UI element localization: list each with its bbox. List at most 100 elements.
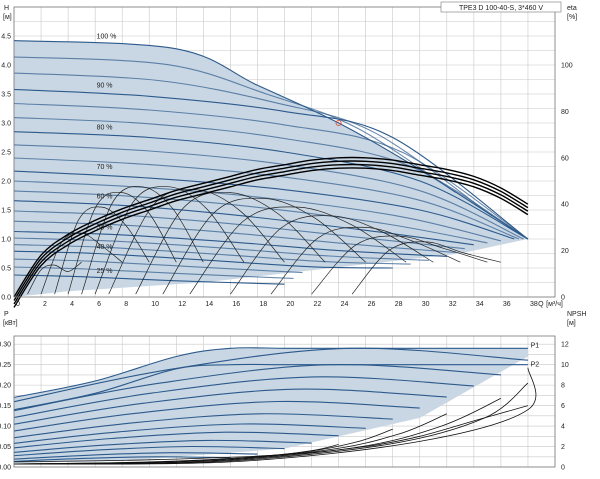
y-tick-label: 2.5 [1, 150, 11, 157]
plot-frame-bottom [13, 335, 556, 468]
speed-label: 80 % [97, 125, 113, 132]
y-tick-label: 3.0 [1, 121, 11, 128]
y-tick-label: 0.0 [1, 295, 11, 302]
y2-tick-label: 60 [561, 155, 569, 162]
y-tick-label: 1.5 [1, 208, 11, 215]
title-box [440, 1, 562, 13]
x-tick-label: 26 [368, 301, 376, 308]
y-tick-label: 0.5 [1, 266, 11, 273]
speed-sub-curve [13, 117, 529, 240]
x-tick-label: 14 [205, 301, 213, 308]
y-tick-label: 0.00 [0, 465, 11, 472]
x-tick-label: 6 [97, 301, 101, 308]
y-axis-unit: [м] [3, 14, 12, 21]
efficiency-curve [13, 163, 529, 305]
y-tick-label: 1.0 [1, 237, 11, 244]
x-tick-label: 18 [259, 301, 267, 308]
power-curve [13, 439, 312, 453]
speed-curve [13, 40, 529, 240]
efficiency-iso-curve [27, 261, 82, 295]
power-curve [13, 452, 258, 460]
x-tick-label: 16 [232, 301, 240, 308]
x-tick-label: 30 [422, 301, 430, 308]
y-tick-label: 0.15 [0, 403, 11, 410]
y2-axis-label: eta [567, 5, 577, 12]
y-tick-label: 0.20 [0, 383, 11, 390]
npsh-curve [13, 367, 537, 465]
y2-tick-label: 4 [561, 424, 565, 431]
speed-label: 60 % [97, 194, 113, 201]
speed-label: 40 % [97, 244, 113, 251]
x-tick-label: 0 [16, 301, 20, 308]
x-tick-label: 24 [341, 301, 349, 308]
speed-sub-curve [13, 157, 520, 240]
efficiency-iso-curve [108, 189, 285, 295]
speed-sub-curve [13, 180, 502, 242]
efficiency-iso-curve [94, 186, 245, 295]
power-curve [13, 456, 231, 462]
operating-point-marker [335, 119, 342, 127]
p1-label: P1 [531, 342, 540, 349]
y-axis-unit: [кВт] [3, 320, 18, 327]
efficiency-iso-curve [81, 186, 204, 295]
efficiency-iso-curve [270, 226, 461, 295]
efficiency-curve [13, 167, 529, 308]
y2-tick-label: 80 [561, 109, 569, 116]
y2-axis-unit: [%] [567, 14, 577, 21]
npsh-main-curve [13, 405, 529, 463]
y-tick-label: 0.05 [0, 444, 11, 451]
power-curve [13, 431, 339, 449]
speed-curve [13, 170, 515, 240]
efficiency-iso-curve [189, 206, 407, 295]
x-tick-label: 36 [503, 301, 511, 308]
power-curve [13, 413, 393, 439]
y2-tick-label: 0 [561, 465, 565, 472]
y-tick-label: 0.30 [0, 342, 11, 349]
speed-label: 100 % [97, 34, 117, 41]
y-tick-label: 2.0 [1, 179, 11, 186]
y2-tick-label: 6 [561, 403, 565, 410]
x-tick-label: 8 [124, 301, 128, 308]
speed-label: 25 % [97, 268, 113, 275]
y2-tick-label: 40 [561, 202, 569, 209]
efficiency-iso-curve [311, 235, 488, 295]
speed-curve [13, 250, 393, 269]
x-tick-label: 22 [314, 301, 322, 308]
y-tick-label: 4.0 [1, 63, 11, 70]
y-tick-label: 3.5 [1, 92, 11, 99]
operating-area-bottom [14, 347, 528, 463]
y-tick-label: 0.10 [0, 424, 11, 431]
y-axis-label: H [4, 5, 9, 12]
efficiency-iso-curve [230, 215, 434, 295]
efficiency-iso-curve [351, 241, 501, 295]
y2-axis-label: NPSH [567, 311, 586, 318]
speed-curve [13, 131, 529, 240]
x-tick-label: 38 [530, 301, 538, 308]
speed-sub-curve [13, 244, 411, 265]
efficiency-iso-curve [67, 191, 177, 295]
y2-tick-label: 8 [561, 383, 565, 390]
power-curve [13, 388, 447, 425]
x-axis-unit: [м³/ч] [546, 301, 563, 308]
y2-axis-unit: [м] [567, 320, 576, 327]
x-tick-label: 10 [151, 301, 159, 308]
speed-sub-curve [13, 266, 294, 279]
power-curve [13, 347, 528, 403]
power-curve [13, 400, 420, 432]
x-tick-label: 2 [43, 301, 47, 308]
chart-title: TPE3 D 100-40-S, 3*460 V [459, 5, 543, 12]
y2-tick-label: 0 [561, 295, 565, 302]
y-tick-label: 4.5 [1, 34, 11, 41]
speed-curve [13, 200, 474, 246]
p2-envelope-curve [13, 363, 528, 411]
y2-tick-label: 2 [561, 444, 565, 451]
x-tick-label: 12 [178, 301, 186, 308]
x-tick-label: 4 [70, 301, 74, 308]
p2-label: P2 [531, 362, 540, 369]
x-tick-label: 20 [287, 301, 295, 308]
efficiency-iso-curve [162, 197, 366, 295]
speed-curve [13, 274, 285, 285]
plot-frame-top [13, 6, 556, 298]
